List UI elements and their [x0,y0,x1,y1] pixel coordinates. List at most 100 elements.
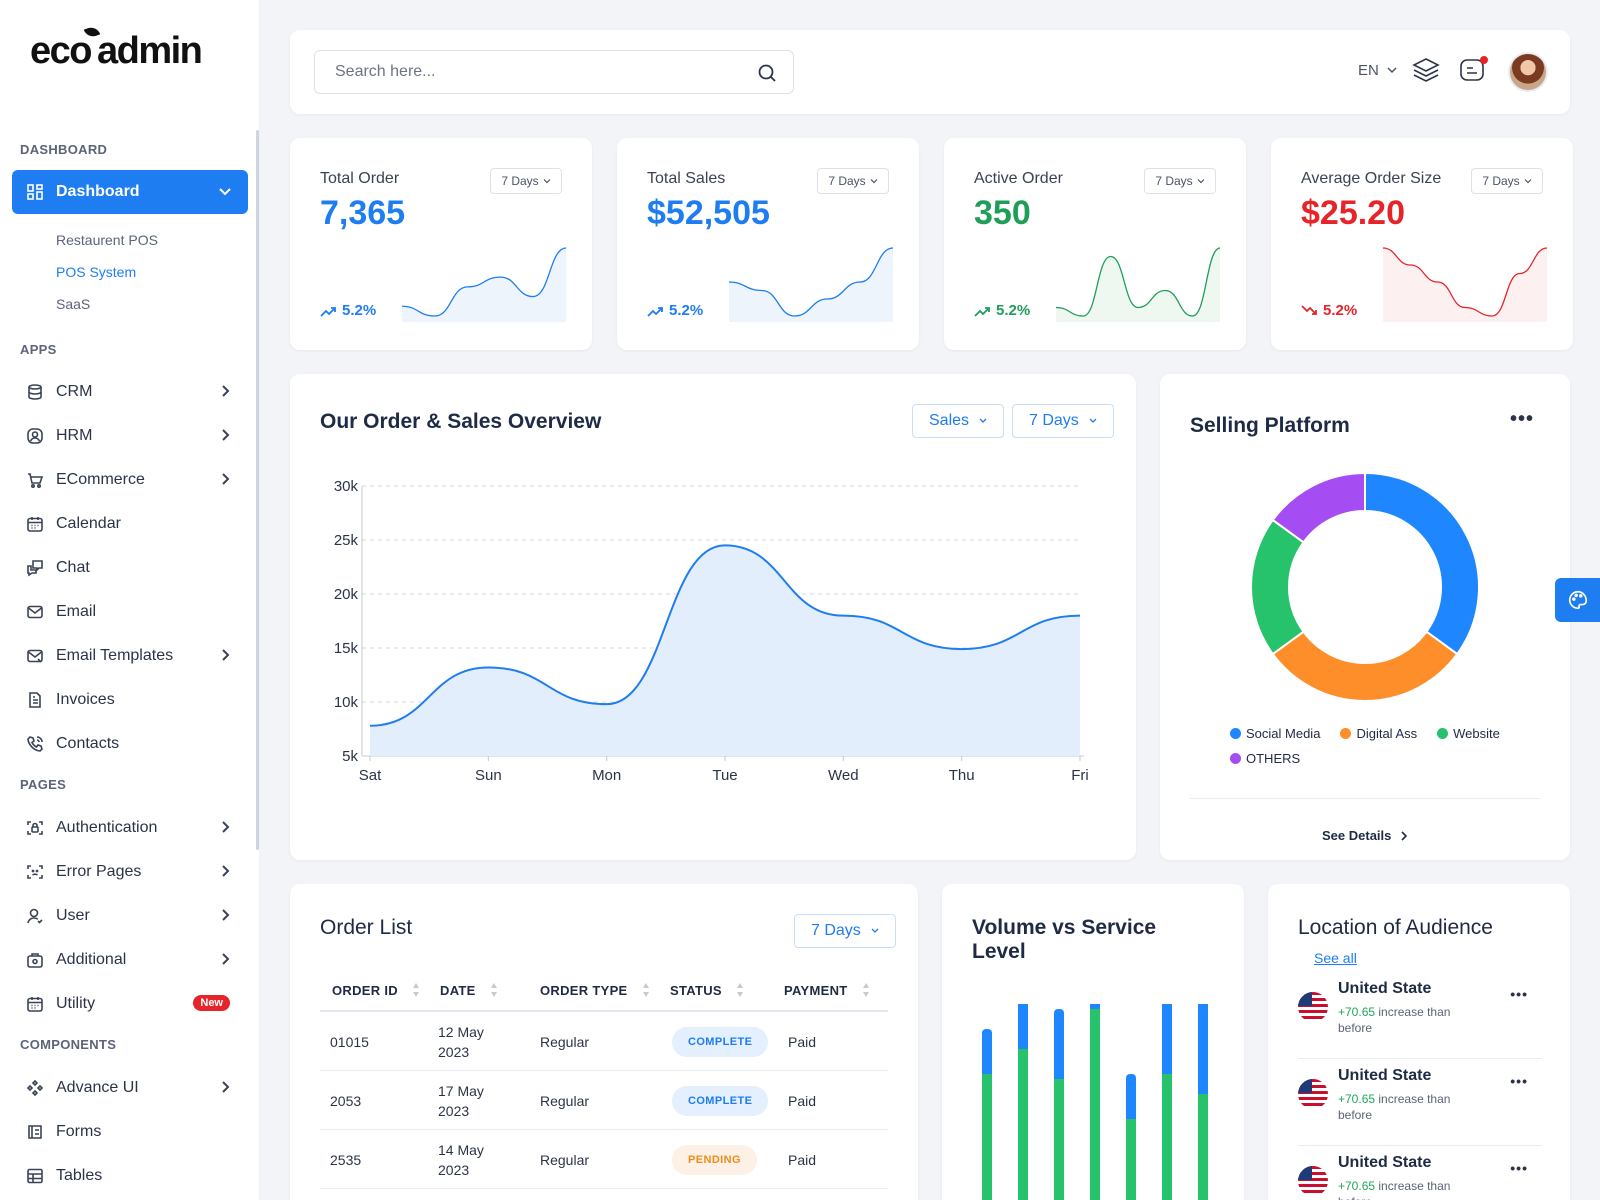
sidebar-item-crm[interactable]: CRM [12,370,248,414]
kpi-period-select[interactable]: 7 Days [1144,168,1216,194]
bar-volume[interactable] [1162,1004,1172,1078]
sidebar-item-label: Email Templates [56,647,174,664]
legend-item[interactable]: OTHERS [1230,751,1300,766]
kpi-period-select[interactable]: 7 Days [1471,168,1543,194]
volume-service-card: Volume vs Service Level [942,884,1244,1200]
theme-customizer-button[interactable] [1555,578,1600,622]
sort-icon[interactable] [736,982,744,998]
column-header[interactable]: DATE [440,982,498,998]
legend-row: Social Media Digital Ass Website [1230,726,1520,741]
new-badge: New [193,995,230,1011]
sidebar-item-user[interactable]: User [12,894,248,938]
sidebar-item-authentication[interactable]: Authentication [12,806,248,850]
sidebar-item-contacts[interactable]: Contacts [12,722,248,766]
table-row[interactable]: 2053 17 May 2023 Regular COMPLETE Paid [320,1071,888,1130]
bar-service[interactable] [1198,1094,1208,1200]
more-icon[interactable]: ••• [1510,1073,1528,1089]
chevron-right-icon [218,428,232,442]
donut-slice[interactable] [1271,630,1459,702]
kpi-period-select[interactable]: 7 Days [490,168,562,194]
table-row[interactable]: 01015 12 May 2023 Regular COMPLETE Paid [320,1012,888,1071]
sidebar-item-additional[interactable]: Additional [12,938,248,982]
trend-up-icon [974,306,990,317]
see-details-link[interactable]: See Details [1322,828,1409,843]
language-select[interactable]: EN [1358,62,1397,79]
trend-down-icon [1301,304,1317,315]
more-icon[interactable]: ••• [1510,986,1528,1002]
sidebar-item-invoices[interactable]: Invoices [12,678,248,722]
kpi-period-select[interactable]: 7 Days [817,168,889,194]
sidebar-item-tables[interactable]: Tables [12,1154,248,1198]
sort-icon[interactable] [490,982,498,998]
sidebar-sub-pos-system[interactable]: POS System [56,264,137,280]
sidebar-sub-restaurent-pos[interactable]: Restaurent POS [56,232,158,248]
sidebar-item-email-templates[interactable]: Email Templates [12,634,248,678]
bar-volume[interactable] [1018,1004,1028,1053]
chevron-right-icon [1401,830,1408,841]
see-all-link[interactable]: See all [1314,950,1357,966]
metric-select[interactable]: Sales [912,404,1005,438]
sidebar-scrollbar[interactable] [256,130,259,850]
x-tick-label: Sat [359,767,382,784]
donut-slice[interactable] [1364,471,1480,656]
column-header[interactable]: ORDER TYPE [540,982,650,998]
bar-service[interactable] [1090,1009,1100,1200]
sidebar-item-ecommerce[interactable]: ECommerce [12,458,248,502]
sidebar-item-calendar[interactable]: Calendar [12,502,248,546]
sidebar-item-advance-ui[interactable]: Advance UI [12,1066,248,1110]
search-input[interactable]: Search here... [314,50,794,94]
sort-icon[interactable] [642,982,650,998]
column-header[interactable]: ORDER ID [332,982,420,998]
sort-icon[interactable] [412,982,420,998]
column-header[interactable]: STATUS [670,982,744,998]
column-header[interactable]: PAYMENT [784,982,870,998]
legend-item[interactable]: Digital Ass [1340,726,1417,741]
kpi-sparkline [729,247,893,322]
sort-icon[interactable] [862,982,870,998]
more-icon[interactable]: ••• [1510,408,1535,430]
legend-item[interactable]: Website [1437,726,1500,741]
sidebar-item-forms[interactable]: Forms [12,1110,248,1154]
sidebar-item-email[interactable]: Email [12,590,248,634]
country-name: United State [1338,1067,1432,1084]
order-period-select[interactable]: 7 Days [794,914,896,948]
layers-icon[interactable] [1410,54,1442,86]
sidebar-sub-saas[interactable]: SaaS [56,296,91,312]
donut-slice[interactable] [1271,471,1366,544]
bar-service[interactable] [1018,1049,1028,1200]
sidebar-item-dashboard[interactable]: Dashboard [12,170,248,214]
sidebar-item-error-pages[interactable]: Error Pages [12,850,248,894]
search-icon[interactable] [757,63,777,83]
brand-logo[interactable]: eco admin [30,24,203,73]
kpi-title: Active Order [974,170,1063,187]
order-period-label: 7 Days [811,922,861,939]
table-row[interactable]: 2535 14 May 2023 Regular PENDING Paid [320,1130,888,1189]
kpi-trend: 5.2% [974,302,1030,319]
chevron-down-icon [871,928,879,933]
sparkline-area [729,248,893,322]
legend-label: OTHERS [1246,751,1301,766]
bar-volume[interactable] [1054,1009,1064,1083]
header-divider [320,1010,888,1012]
sidebar-item-chat[interactable]: Chat [12,546,248,590]
bar-service[interactable] [1126,1119,1136,1200]
period-select[interactable]: 7 Days [1012,404,1114,438]
legend-item[interactable]: Social Media [1230,726,1320,741]
sidebar-item-hrm[interactable]: HRM [12,414,248,458]
order-status-cell: COMPLETE [672,1071,769,1130]
bar-service[interactable] [982,1074,992,1200]
bar-service[interactable] [1054,1079,1064,1200]
bar-volume[interactable] [1198,1004,1208,1098]
bar-volume[interactable] [982,1029,992,1078]
donut-slice[interactable] [1250,518,1305,656]
bar-service[interactable] [1162,1074,1172,1200]
avatar[interactable] [1508,52,1548,92]
more-icon[interactable]: ••• [1510,1160,1528,1176]
sidebar-item-utility[interactable]: Utility New [12,982,248,1026]
notification-icon[interactable] [1456,54,1488,86]
bar-volume[interactable] [1126,1074,1136,1123]
